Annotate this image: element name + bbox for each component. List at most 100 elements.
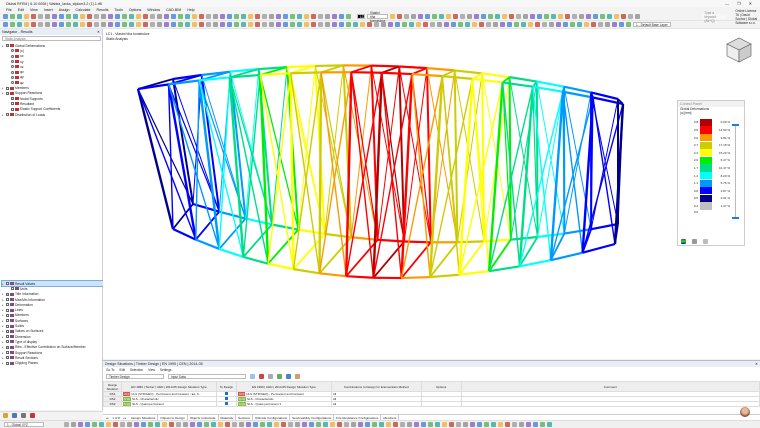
status-tool-icon[interactable] bbox=[64, 422, 69, 427]
truss-diagonal[interactable] bbox=[218, 77, 231, 249]
toolbar-tool-icon[interactable] bbox=[556, 22, 561, 27]
truss-diagonal[interactable] bbox=[320, 72, 352, 238]
toolbar-tool-icon[interactable] bbox=[17, 14, 22, 19]
toolbar-tool-icon[interactable] bbox=[129, 14, 134, 19]
status-tool-icon[interactable] bbox=[260, 422, 265, 427]
toolbar-tool-icon[interactable] bbox=[185, 14, 190, 19]
toolbar-tool-icon[interactable] bbox=[325, 14, 330, 19]
toolbar-tool-icon[interactable] bbox=[108, 14, 113, 19]
pager-next-last[interactable]: › ▸ bbox=[122, 415, 127, 420]
toolbar-tool-icon[interactable] bbox=[220, 14, 225, 19]
toolbar-tool-icon[interactable] bbox=[290, 22, 295, 27]
toolbar-tool-icon[interactable] bbox=[416, 22, 421, 27]
toolbar-tool-icon[interactable] bbox=[227, 22, 232, 27]
status-tool-icon[interactable] bbox=[309, 422, 314, 427]
status-tool-icon[interactable] bbox=[330, 422, 335, 427]
toolbar-tool-icon[interactable] bbox=[234, 14, 239, 19]
truss-post[interactable] bbox=[229, 71, 247, 219]
truss-diagonal[interactable] bbox=[429, 78, 474, 278]
status-tool-icon[interactable] bbox=[533, 422, 538, 427]
status-tool-icon[interactable] bbox=[379, 422, 384, 427]
toolbar-tool-icon[interactable] bbox=[255, 14, 260, 19]
toolbar-tool-icon[interactable] bbox=[213, 14, 218, 19]
expand-icon[interactable]: ▸ bbox=[2, 350, 4, 355]
toolbar-tool-icon[interactable] bbox=[45, 14, 50, 19]
table-row[interactable]: DS3 S Qp SLS - Quasi-permanent S Qp SLS - … bbox=[103, 401, 760, 407]
status-tool-icon[interactable] bbox=[400, 422, 405, 427]
toolbar-tool-icon[interactable] bbox=[87, 14, 92, 19]
truss-diagonal[interactable] bbox=[488, 86, 534, 272]
status-tool-icon[interactable] bbox=[162, 422, 167, 427]
close-navigator-icon[interactable]: ✕ bbox=[96, 30, 100, 34]
status-tool-icon[interactable] bbox=[365, 422, 370, 427]
navigator-item[interactable]: ▸ Max/Min Information bbox=[2, 297, 103, 302]
toolbar-tool-icon[interactable] bbox=[94, 14, 99, 19]
toolbar-tool-icon[interactable] bbox=[178, 22, 183, 27]
truss-diagonal[interactable] bbox=[320, 72, 347, 277]
status-tool-icon[interactable] bbox=[302, 422, 307, 427]
truss-diagonal[interactable] bbox=[381, 72, 403, 279]
filter-icon[interactable] bbox=[250, 374, 255, 379]
toolbar-tool-icon[interactable] bbox=[73, 22, 78, 27]
truss-diagonal[interactable] bbox=[426, 68, 458, 243]
toolbar-tool-icon[interactable] bbox=[10, 14, 15, 19]
toolbar-tool-icon[interactable] bbox=[395, 22, 400, 27]
toolbar-tool-icon[interactable] bbox=[80, 14, 85, 19]
tab-objects-to-design[interactable]: Objects to Design bbox=[158, 414, 188, 421]
toolbar-tool-icon[interactable] bbox=[206, 14, 211, 19]
expand-icon[interactable]: ▸ bbox=[2, 361, 4, 366]
truss-chord[interactable] bbox=[399, 65, 428, 70]
status-tool-icon[interactable] bbox=[281, 422, 286, 427]
status-tool-icon[interactable] bbox=[92, 422, 97, 427]
toolbar-tool-icon[interactable] bbox=[129, 22, 134, 27]
truss-chord[interactable] bbox=[199, 76, 230, 82]
truss-chord[interactable] bbox=[454, 69, 483, 75]
status-tool-icon[interactable] bbox=[540, 422, 545, 427]
status-tool-icon[interactable] bbox=[337, 422, 342, 427]
to-design-cell[interactable] bbox=[215, 401, 237, 407]
to-design-checkbox[interactable] bbox=[224, 402, 228, 405]
navigator-item[interactable]: ▸ Lines bbox=[2, 307, 103, 312]
data-tab-icon[interactable] bbox=[3, 412, 8, 418]
menu-assign[interactable]: Assign bbox=[58, 8, 70, 12]
user-avatar[interactable] bbox=[740, 407, 750, 417]
toolbar-tool-icon[interactable] bbox=[171, 14, 176, 19]
checkbox[interactable] bbox=[5, 298, 9, 302]
toolbar-tool-icon[interactable] bbox=[73, 14, 78, 19]
truss-chord[interactable] bbox=[472, 77, 503, 84]
toolbar-tool-icon[interactable] bbox=[248, 14, 253, 19]
globe-icon[interactable] bbox=[286, 374, 291, 379]
status-tool-icon[interactable] bbox=[491, 422, 496, 427]
expand-icon[interactable]: ▸ bbox=[2, 292, 4, 297]
toolbar-tool-icon[interactable] bbox=[418, 14, 424, 19]
navigator-item[interactable]: ▸ Members bbox=[2, 313, 103, 318]
status-tool-icon[interactable] bbox=[498, 422, 503, 427]
truss-crossbeam[interactable] bbox=[488, 239, 512, 272]
toolbar-tool-icon[interactable] bbox=[439, 14, 445, 19]
column-header[interactable]: EN 1990 | Timber | CEN | 2010-05 Design … bbox=[120, 381, 217, 392]
truss-chord[interactable] bbox=[502, 81, 533, 88]
menu-file[interactable]: File bbox=[6, 8, 12, 12]
tab-fire-resistance-configurations[interactable]: Fire Resistance Configurations bbox=[334, 414, 382, 421]
toolbar-tool-icon[interactable] bbox=[66, 22, 71, 27]
tab-members[interactable]: Members bbox=[381, 414, 400, 421]
toolbar-tool-icon[interactable] bbox=[495, 14, 501, 19]
checkbox[interactable] bbox=[5, 356, 9, 360]
status-tool-icon[interactable] bbox=[393, 422, 398, 427]
status-tool-icon[interactable] bbox=[477, 422, 482, 427]
toolbar-tool-icon[interactable] bbox=[290, 14, 295, 19]
truss-chord[interactable] bbox=[590, 222, 619, 231]
menu-options[interactable]: Options bbox=[128, 8, 142, 12]
toolbar-tool-icon[interactable] bbox=[213, 22, 218, 27]
toolbar-tool-icon[interactable] bbox=[467, 14, 473, 19]
status-tool-icon[interactable] bbox=[141, 422, 146, 427]
truss-diagonal[interactable] bbox=[350, 72, 375, 278]
truss-diagonal[interactable] bbox=[229, 77, 269, 264]
toolbar-tool-icon[interactable] bbox=[52, 22, 57, 27]
toolbar-tool-icon[interactable] bbox=[101, 22, 106, 27]
truss-crossbeam[interactable] bbox=[614, 223, 619, 245]
toolbar-tool-icon[interactable] bbox=[374, 22, 379, 27]
truss-diagonal[interactable] bbox=[398, 66, 432, 243]
toolbar-tool-icon[interactable] bbox=[332, 22, 337, 27]
toolbar-tool-icon[interactable] bbox=[150, 14, 155, 19]
